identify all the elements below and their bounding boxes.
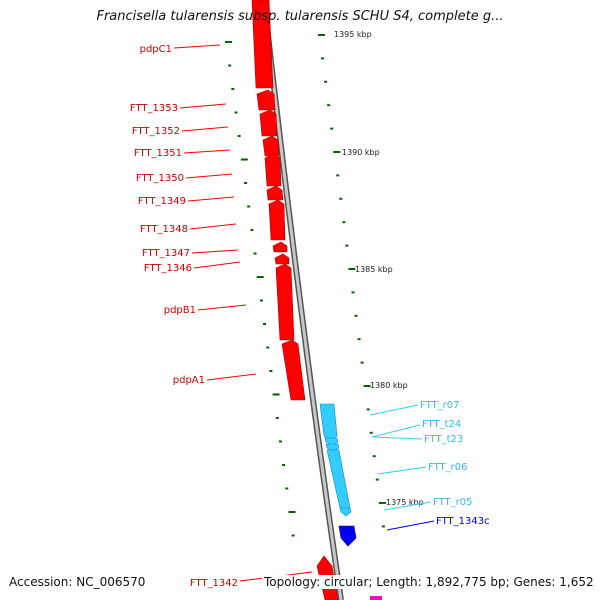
ruler-tick [291,534,295,537]
backbone-inner [262,0,343,600]
ruler-tick [342,221,346,224]
ruler-tick [336,174,340,177]
ruler-label: 1385 kbp [355,265,393,274]
gene-label-FTT_1352[interactable]: FTT_1352 [132,126,180,137]
ruler-tick [272,393,280,396]
ruler-tick [348,268,356,270]
ruler-tick [240,158,248,161]
ruler-tick [278,440,282,443]
gene-label-FTT_1353[interactable]: FTT_1353 [130,103,178,114]
gene-FTT_1343c[interactable] [338,525,357,547]
ruler-tick [275,417,279,419]
ruler-tick [381,525,385,528]
ruler-label: 1375 kbp [386,498,424,507]
ruler-labels: 1395 kbp 1390 kbp 1385 kbp 1380 kbp 1375… [334,30,424,507]
ruler-tick [360,361,364,364]
ruler-tick [259,299,263,302]
gene-FTT_1346[interactable] [274,253,290,265]
gene-magenta-partial[interactable] [370,596,382,600]
gene-label-FTT_t23[interactable]: FTT_t23 [424,434,463,445]
gene-label-pdpB1[interactable]: pdpB1 [164,305,196,316]
gene-label-FTT_1343c[interactable]: FTT_1343c [436,516,490,527]
gene-label-FTT_1346[interactable]: FTT_1346 [144,263,192,274]
ruler-tick [253,252,257,255]
gene-label-FTT_1342[interactable]: FTT_1342 [190,578,238,589]
ruler-label: 1390 kbp [342,148,380,157]
ruler-tick [324,80,328,83]
ruler-tick [321,57,325,60]
ruler-tick [250,229,254,231]
ruler-tick [351,291,355,294]
ruler-tick [231,88,235,90]
gene-pdpB1[interactable] [275,263,295,341]
ruler-tick [372,455,376,458]
ruler-tick [266,346,270,349]
gene-label-FTT_r06[interactable]: FTT_r06 [428,462,467,473]
gene-FTT_1348[interactable] [268,199,286,241]
ruler-tick [333,151,341,153]
ruler-tick [327,104,331,107]
gene-FTT_1352[interactable] [259,109,278,137]
gene-label-FTT_1347[interactable]: FTT_1347 [142,248,190,259]
gene-label-FTT_r07[interactable]: FTT_r07 [420,400,459,411]
ruler-tick [237,135,241,137]
ruler-tick [354,314,358,317]
ruler-tick [363,385,371,387]
accession-text: Accession: NC_006570 [9,575,146,589]
forward-genes [251,0,339,600]
gene-label-FTT_1348[interactable]: FTT_1348 [140,224,188,235]
ruler-tick [256,276,264,278]
gene-label-pdpA1[interactable]: pdpA1 [173,375,205,386]
ruler-tick [225,41,232,43]
ruler-ticks [225,34,386,537]
ruler-tick [330,127,334,130]
topology-text: Topology: circular; Length: 1,892,775 bp… [262,575,594,589]
ruler-tick [366,408,370,411]
ruler-tick [369,431,373,434]
gene-pdpA1[interactable] [281,339,306,401]
gene-label-FTT_1349[interactable]: FTT_1349 [138,196,186,207]
ruler-tick [339,197,343,200]
ruler-label: 1380 kbp [370,381,408,390]
ruler-tick [375,478,379,481]
ruler-tick [288,511,296,513]
ruler-tick [269,370,273,372]
ruler-tick [228,64,232,67]
ruler-tick [285,487,289,490]
gene-pdpC1[interactable] [251,0,274,89]
right-gene-labels: FTT_r07 FTT_t24 FTT_t23 FTT_r06 FTT_r05 … [369,400,490,531]
gene-label-FTT_1351[interactable]: FTT_1351 [134,148,182,159]
ruler-tick [244,182,248,184]
ruler-tick [318,34,325,36]
gene-FTT_1350[interactable] [264,153,282,187]
ruler-tick [357,338,361,341]
ruler-tick [282,464,286,466]
gene-label-FTT_t24[interactable]: FTT_t24 [422,419,461,430]
ruler-label: 1395 kbp [334,30,372,39]
gene-FTT_1349[interactable] [266,185,284,201]
genome-title: Francisella tularensis subsp. tularensis… [96,9,504,24]
gene-label-FTT_1350[interactable]: FTT_1350 [136,173,184,184]
ruler-tick [263,323,267,325]
gene-FTT_1351[interactable] [262,135,280,157]
ruler-tick [234,111,238,114]
ruler-tick [247,205,251,208]
gene-label-pdpC1[interactable]: pdpC1 [140,44,172,55]
ruler-tick [378,502,386,504]
left-gene-labels: pdpC1 FTT_1353 FTT_1352 FTT_1351 FTT_135… [130,44,313,589]
ruler-tick [345,244,349,247]
rna-FTT_r07[interactable] [319,403,338,443]
rna-FTT_r05[interactable] [339,507,352,517]
gene-label-FTT_r05[interactable]: FTT_r05 [433,497,472,508]
gene-FTT_1353[interactable] [256,89,276,111]
gene-FTT_1347[interactable] [272,241,288,253]
rna-FTT_r06[interactable] [326,449,351,515]
reverse-genes [319,403,382,600]
